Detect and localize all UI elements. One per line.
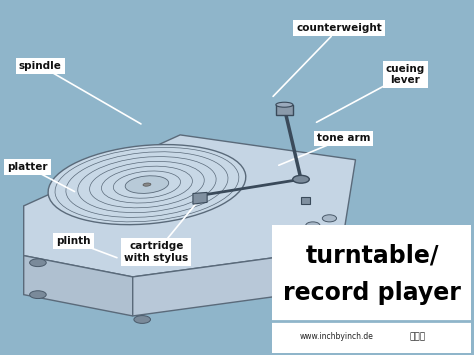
Ellipse shape [322, 215, 337, 222]
Text: www.inchbyinch.de: www.inchbyinch.de [300, 332, 374, 341]
Ellipse shape [276, 102, 293, 107]
Ellipse shape [134, 316, 150, 323]
FancyBboxPatch shape [272, 225, 471, 353]
Ellipse shape [143, 183, 151, 186]
Ellipse shape [29, 259, 46, 267]
Text: ⒸⓘⓈ: ⒸⓘⓈ [409, 332, 425, 341]
Text: turntable/: turntable/ [305, 244, 439, 268]
Ellipse shape [299, 239, 313, 246]
Text: plinth: plinth [56, 236, 91, 246]
Text: cartridge
with stylus: cartridge with stylus [124, 241, 189, 263]
Text: counterweight: counterweight [296, 23, 382, 33]
Ellipse shape [125, 176, 169, 193]
Text: tone arm: tone arm [317, 133, 370, 143]
Polygon shape [24, 135, 355, 277]
Text: record player: record player [283, 281, 461, 305]
Polygon shape [193, 192, 207, 204]
Text: spindle: spindle [19, 61, 62, 71]
Text: platter: platter [7, 162, 48, 172]
Ellipse shape [323, 284, 340, 291]
Polygon shape [301, 197, 310, 204]
Ellipse shape [292, 175, 309, 183]
Ellipse shape [306, 222, 320, 229]
Ellipse shape [48, 144, 246, 225]
Text: cueing
lever: cueing lever [386, 64, 425, 85]
Polygon shape [24, 256, 133, 316]
Polygon shape [276, 105, 293, 115]
Ellipse shape [29, 291, 46, 299]
Polygon shape [133, 248, 341, 316]
